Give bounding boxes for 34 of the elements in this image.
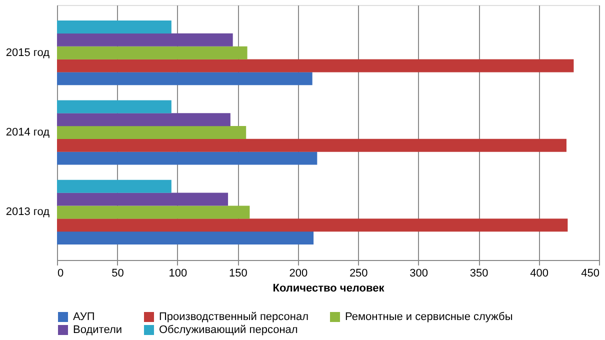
- x-tick-label: 200: [289, 268, 308, 280]
- bar: [57, 126, 246, 139]
- x-tick-label: 150: [228, 268, 248, 280]
- x-tick-label: 50: [112, 268, 124, 280]
- legend-label: Ремонтные и сервисные службы: [345, 311, 513, 323]
- x-tick-label: 0: [58, 268, 64, 280]
- bar: [57, 138, 566, 152]
- x-tick-label: 400: [530, 268, 548, 280]
- y-tick-label: 2015 год: [6, 46, 50, 59]
- x-tick-label: 350: [470, 268, 488, 280]
- bar: [57, 59, 574, 72]
- y-tick-label: 2014 год: [6, 126, 50, 138]
- bar: [57, 152, 318, 165]
- bar: [57, 218, 568, 232]
- bar: [57, 33, 233, 46]
- x-tick-label: 300: [410, 268, 428, 280]
- bar: [57, 72, 312, 86]
- x-tick-label: 100: [168, 268, 188, 280]
- legend-label: АУП: [73, 311, 95, 323]
- bar: [57, 100, 172, 114]
- bar: [57, 20, 172, 34]
- bar: [57, 113, 230, 126]
- legend-label: Производственный персонал: [159, 311, 309, 323]
- x-axis-title: Количество человек: [272, 282, 385, 294]
- legend-label: Обслуживающий персонал: [159, 324, 298, 336]
- bar: [57, 206, 250, 219]
- y-tick-label: 2013 год: [6, 206, 50, 218]
- bar: [57, 46, 248, 60]
- legend-label: Водители: [73, 324, 122, 336]
- bar: [57, 231, 314, 244]
- bar: [57, 192, 228, 206]
- bar: [57, 180, 172, 193]
- x-tick-label: 250: [349, 268, 368, 280]
- x-tick-label: 450: [581, 268, 600, 280]
